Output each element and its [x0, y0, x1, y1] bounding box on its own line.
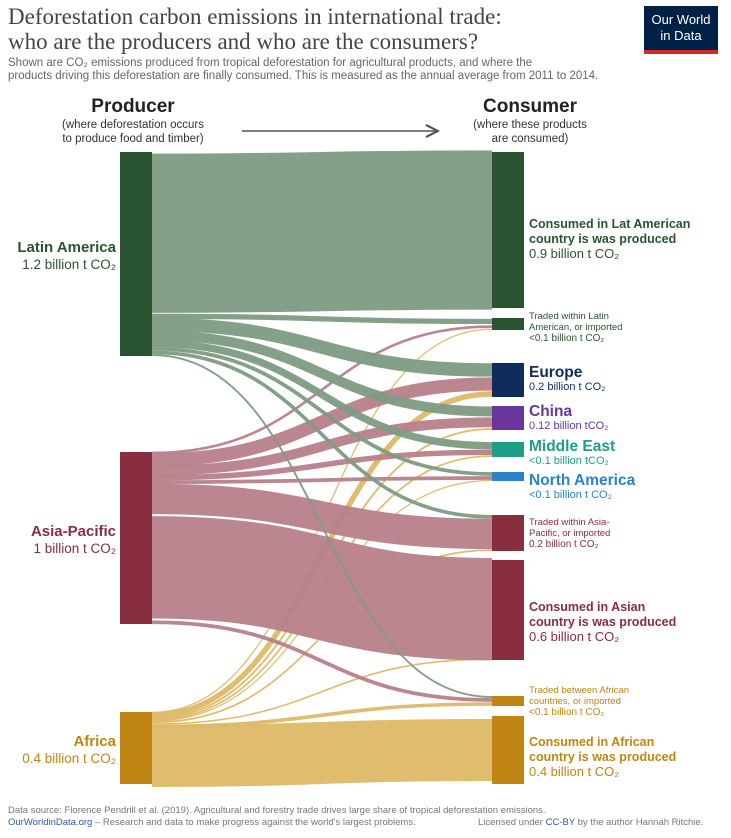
flow-latam-to-c_latam	[151, 150, 493, 313]
consumer-node-c_latam	[492, 152, 524, 308]
consumer-node-middle_east	[492, 442, 524, 457]
consumer-value-c_latam: 0.9 billion t CO₂	[529, 246, 619, 261]
flow-asia-to-china	[151, 417, 493, 476]
flow-latam-to-t_africa	[151, 354, 493, 698]
footer-source: Data source: Florence Pendrill et al. (2…	[8, 805, 546, 816]
producer-node-africa	[120, 712, 152, 784]
consumer-label-t_asia-1: Traded within Asia-	[529, 517, 609, 528]
consumer-header: Consumer (where these products are consu…	[442, 96, 618, 146]
consumer-label-c_africa-2: country is was produced	[529, 750, 676, 764]
consumer-header-sub-2: are consumed)	[491, 133, 569, 145]
flow-latam-to-north_america	[151, 346, 493, 476]
flow-asia-to-europe	[151, 377, 493, 467]
owid-site-link[interactable]: OurWorldinData.org	[8, 817, 93, 828]
producer-label-latam: Latin America	[17, 239, 116, 256]
consumer-node-t_latam	[492, 318, 524, 330]
consumer-label-c_asia-2: country is was produced	[529, 615, 676, 629]
flow-asia-to-middle_east	[151, 449, 493, 481]
chart-title: Deforestation carbon emissions in intern…	[8, 4, 608, 54]
footer-tagline: – Research and data to make progress aga…	[92, 817, 416, 828]
flow-links	[151, 150, 493, 787]
flow-asia-to-t_asia	[151, 483, 493, 550]
footer-license: Licensed under CC-BY by the author Hanna…	[478, 817, 703, 829]
logo-line-2: in Data	[660, 28, 702, 43]
consumer-node-europe	[492, 363, 524, 397]
consumer-node-c_africa	[492, 716, 524, 784]
consumer-value-t_africa: <0.1 billion t CO₂	[529, 707, 604, 718]
consumer-value-china: 0.12 billion tCO₂	[529, 420, 608, 432]
producer-value-africa: 0.4 billion t CO₂	[22, 751, 116, 766]
flow-latam-to-t_asia	[151, 350, 493, 519]
consumer-label-c_latam-2: country is was produced	[529, 232, 676, 246]
logo-line-1: Our World	[651, 12, 711, 27]
consumer-node-c_asia	[492, 560, 524, 660]
footer: Data source: Florence Pendrill et al. (2…	[8, 805, 723, 829]
consumer-node-t_africa	[492, 696, 524, 706]
nodes	[120, 152, 524, 784]
footer-line-2: OurWorldinData.org – Research and data t…	[8, 817, 723, 829]
consumer-label-t_asia-2: Pacific, or imported	[529, 528, 610, 539]
producer-node-asia	[120, 452, 152, 624]
consumer-header-title: Consumer	[483, 96, 577, 117]
producer-node-latam	[120, 152, 152, 356]
producer-header-sub-2: to produce food and timber)	[62, 133, 204, 145]
consumer-label-t_africa-1: Traded between African	[529, 685, 629, 696]
consumer-label-europe-1: Europe	[529, 364, 583, 381]
producer-header-title: Producer	[91, 96, 175, 117]
consumer-label-t_latam-2: American, or imported	[529, 322, 622, 333]
flow-africa-to-c_asia	[151, 658, 493, 725]
consumer-value-north_america: <0.1 billion t CO₂	[529, 489, 612, 501]
consumer-value-c_asia: 0.6 billion t CO₂	[529, 629, 619, 644]
flow-latam-to-china	[151, 330, 493, 417]
producer-value-latam: 1.2 billion t CO₂	[22, 257, 116, 272]
consumer-node-t_asia	[492, 515, 524, 551]
subtitle-line-1: Shown are CO₂ emissions produced from tr…	[8, 57, 533, 69]
consumer-value-middle_east: <0.1 billion tCO₂	[529, 455, 609, 467]
flow-latam-to-europe	[151, 317, 493, 377]
title-line-2: who are the producers and who are the co…	[8, 29, 479, 54]
subtitle-line-2: products driving this deforestation are …	[8, 70, 599, 82]
consumer-label-t_africa-2: countries, or imported	[529, 696, 621, 707]
license-prefix: Licensed under	[478, 817, 546, 828]
flow-asia-to-t_latam	[151, 325, 493, 455]
consumer-label-t_latam-1: Traded within Latin	[529, 311, 609, 322]
producer-header: Producer (where deforestation occurs to …	[28, 96, 238, 146]
flow-asia-to-c_asia	[151, 516, 493, 661]
consumer-value-europe: 0.2 billion t CO₂	[529, 381, 605, 393]
consumer-header-sub-1: (where these products	[473, 119, 587, 131]
consumer-label-china-1: China	[529, 403, 572, 420]
flow-asia-to-north_america	[151, 476, 493, 485]
owid-logo[interactable]: Our World in Data	[644, 6, 718, 54]
producer-header-sub-1: (where deforestation occurs	[62, 119, 204, 131]
flow-africa-to-c_africa	[151, 719, 493, 787]
consumer-label-middle_east-1: Middle East	[529, 438, 615, 455]
flow-latam-to-t_latam	[151, 313, 493, 325]
producer-label-africa: Africa	[73, 733, 116, 750]
flow-latam-to-middle_east	[151, 339, 493, 450]
flow-asia-to-t_africa	[151, 620, 493, 702]
consumer-label-c_latam-1: Consumed in Lat American	[529, 217, 690, 231]
license-suffix: by the author Hannah Ritchie.	[575, 817, 704, 828]
consumer-value-t_latam: <0.1 billion t CO₂	[529, 333, 604, 344]
consumer-node-china	[492, 406, 524, 430]
chart-subtitle: Shown are CO₂ emissions produced from tr…	[8, 57, 718, 83]
consumer-label-c_asia-1: Consumed in Asian	[529, 600, 645, 614]
consumer-label-c_africa-1: Consumed in African	[529, 735, 654, 749]
title-line-1: Deforestation carbon emissions in intern…	[8, 4, 502, 29]
consumer-value-t_asia: 0.2 billion t CO₂	[529, 539, 599, 550]
producer-label-asia: Asia-Pacific	[31, 523, 116, 540]
consumer-value-c_africa: 0.4 billion t CO₂	[529, 764, 619, 779]
consumer-node-north_america	[492, 472, 524, 481]
license-link[interactable]: CC-BY	[545, 817, 575, 828]
consumer-label-north_america-1: North America	[529, 472, 636, 489]
producer-value-asia: 1 billion t CO₂	[33, 541, 116, 556]
